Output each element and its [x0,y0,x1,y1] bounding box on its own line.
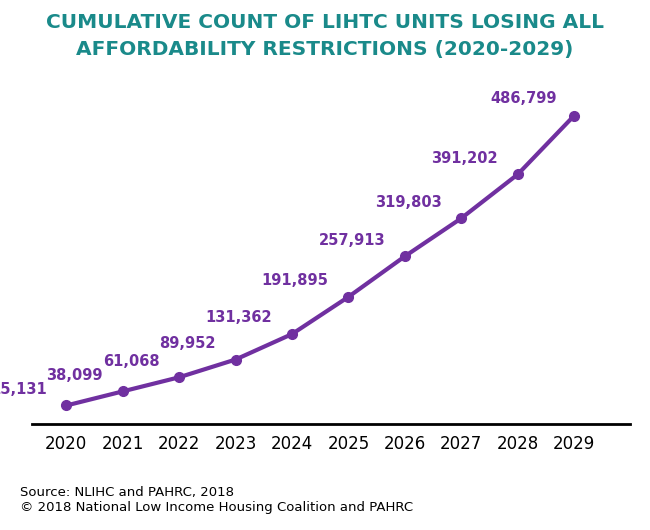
Text: AFFORDABILITY RESTRICTIONS (2020-2029): AFFORDABILITY RESTRICTIONS (2020-2029) [76,40,574,59]
Text: 131,362: 131,362 [205,311,272,325]
Text: 89,952: 89,952 [159,336,216,351]
Text: 486,799: 486,799 [491,91,557,106]
Text: CUMULATIVE COUNT OF LIHTC UNITS LOSING ALL: CUMULATIVE COUNT OF LIHTC UNITS LOSING A… [46,13,604,32]
Text: Source: NLIHC and PAHRC, 2018
© 2018 National Low Income Housing Coalition and P: Source: NLIHC and PAHRC, 2018 © 2018 Nat… [20,486,413,514]
Text: 38,099: 38,099 [47,368,103,383]
Text: 319,803: 319,803 [375,195,441,210]
Text: 391,202: 391,202 [432,151,498,166]
Text: 15,131: 15,131 [0,382,47,397]
Text: 191,895: 191,895 [262,273,329,288]
Text: 61,068: 61,068 [103,354,159,369]
Text: 257,913: 257,913 [318,233,385,248]
